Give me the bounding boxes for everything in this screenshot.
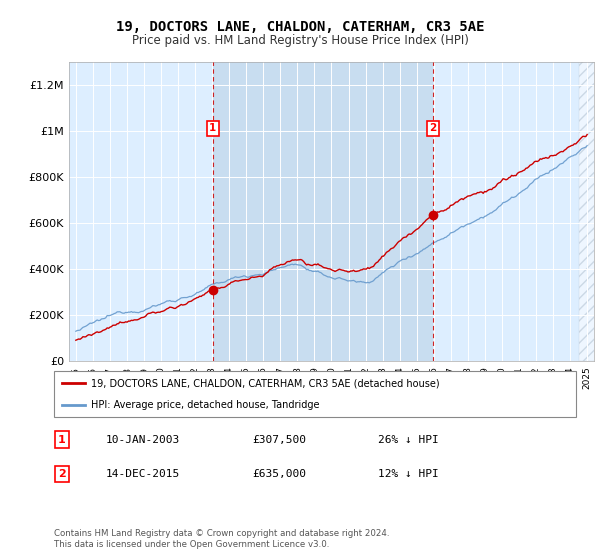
Text: 1: 1 — [209, 123, 217, 133]
Text: 19, DOCTORS LANE, CHALDON, CATERHAM, CR3 5AE (detached house): 19, DOCTORS LANE, CHALDON, CATERHAM, CR3… — [91, 378, 439, 388]
Text: HPI: Average price, detached house, Tandridge: HPI: Average price, detached house, Tand… — [91, 400, 319, 410]
FancyBboxPatch shape — [54, 371, 576, 417]
Text: 10-JAN-2003: 10-JAN-2003 — [106, 435, 181, 445]
Text: 14-DEC-2015: 14-DEC-2015 — [106, 469, 181, 479]
Text: 2: 2 — [430, 123, 437, 133]
Bar — [213, 62, 433, 361]
Text: 1: 1 — [58, 435, 66, 445]
Text: £635,000: £635,000 — [253, 469, 307, 479]
Text: Contains HM Land Registry data © Crown copyright and database right 2024.
This d: Contains HM Land Registry data © Crown c… — [54, 529, 389, 549]
Text: 2: 2 — [58, 469, 66, 479]
Bar — [578, 62, 596, 361]
Text: Price paid vs. HM Land Registry's House Price Index (HPI): Price paid vs. HM Land Registry's House … — [131, 34, 469, 46]
Text: £307,500: £307,500 — [253, 435, 307, 445]
Text: 12% ↓ HPI: 12% ↓ HPI — [377, 469, 439, 479]
Text: 19, DOCTORS LANE, CHALDON, CATERHAM, CR3 5AE: 19, DOCTORS LANE, CHALDON, CATERHAM, CR3… — [116, 20, 484, 34]
Text: 26% ↓ HPI: 26% ↓ HPI — [377, 435, 439, 445]
